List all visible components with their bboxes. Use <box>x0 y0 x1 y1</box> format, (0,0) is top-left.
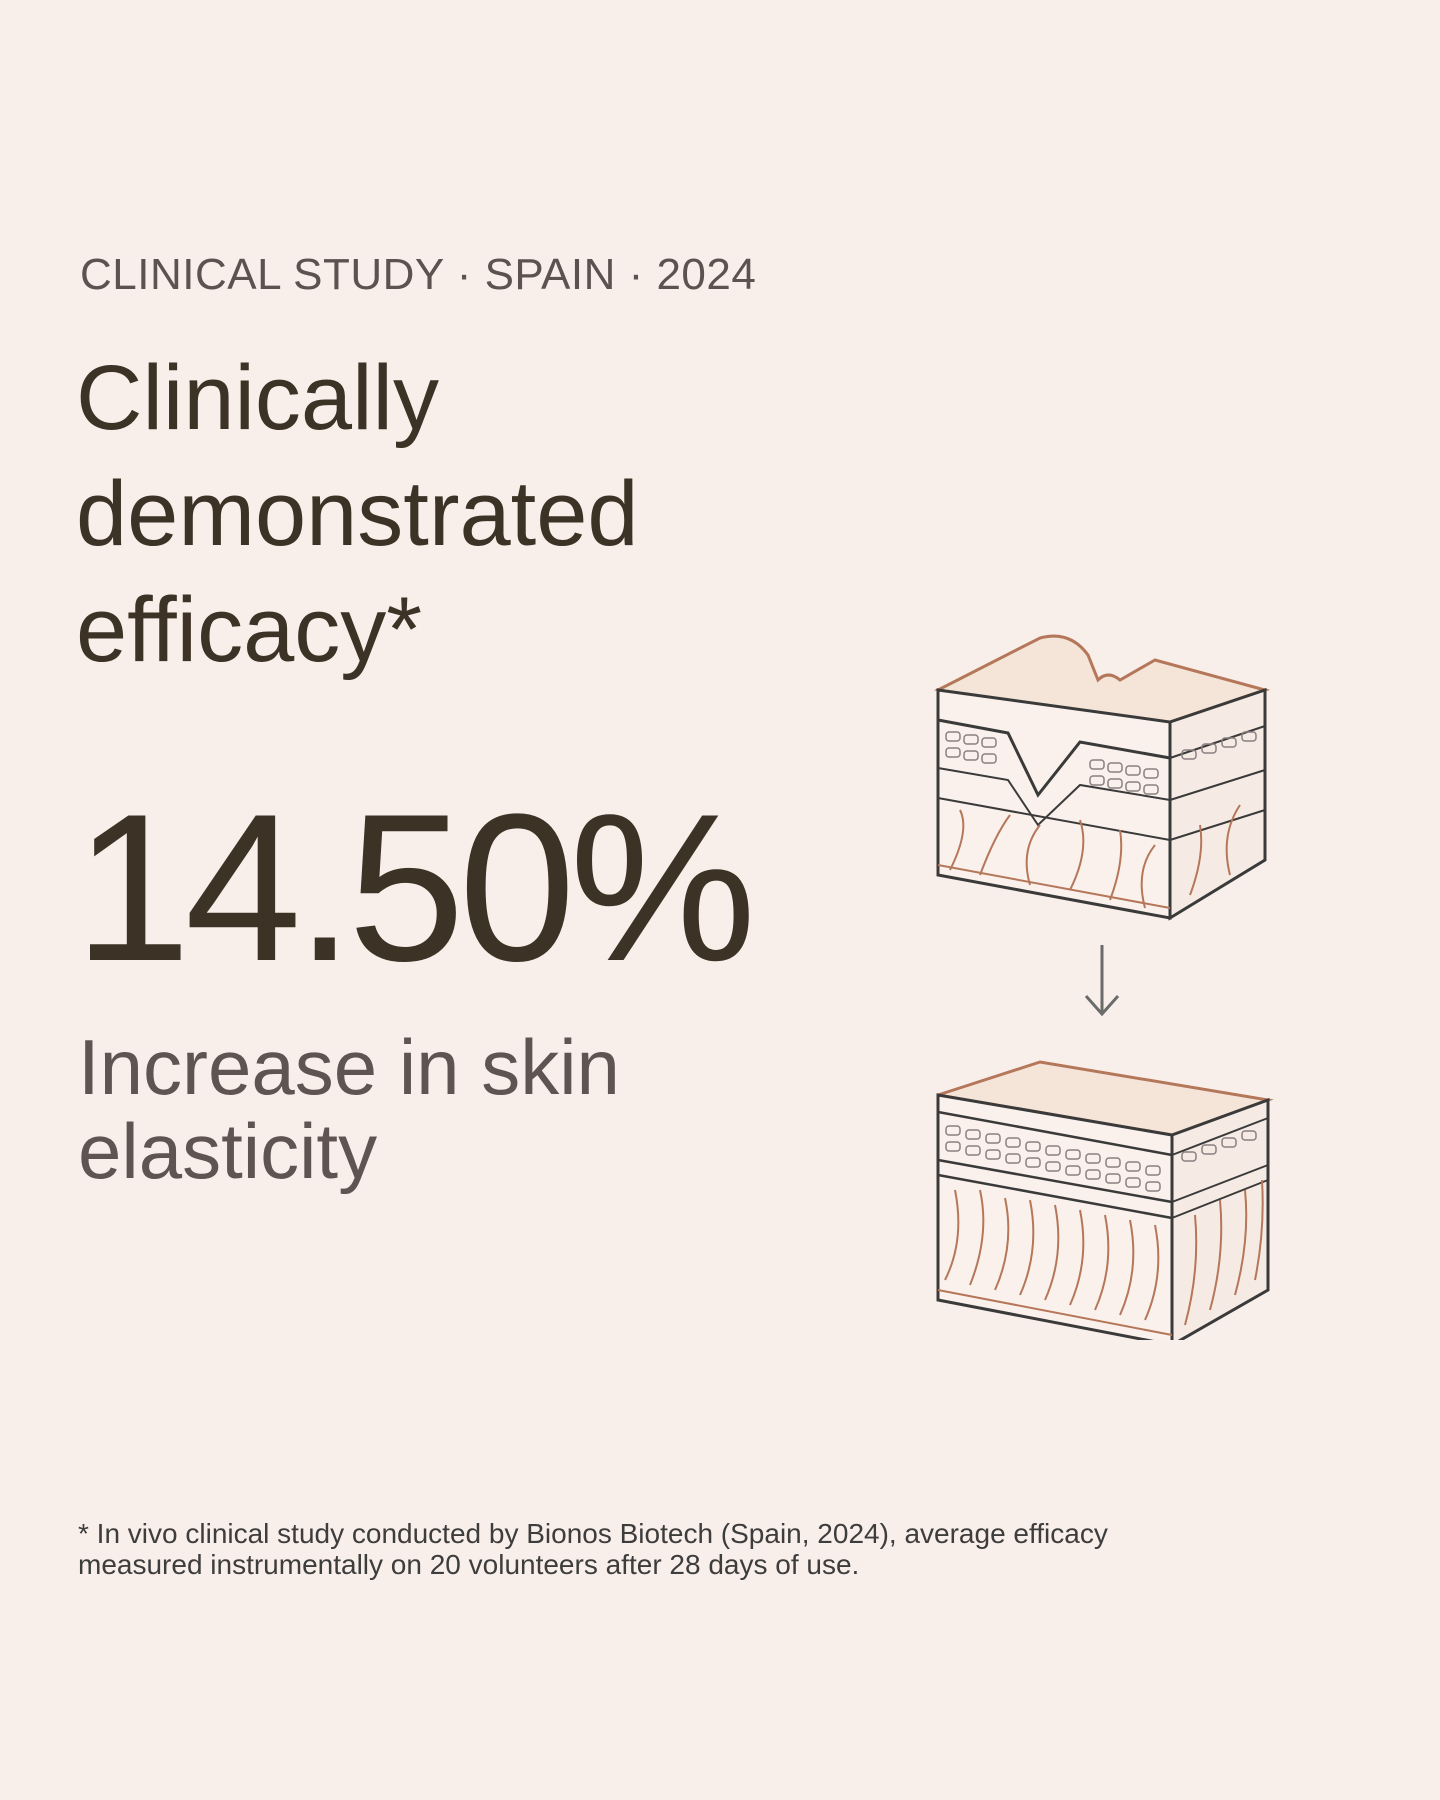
smooth-skin-cross-section-icon <box>936 1060 1274 1340</box>
footnote-line-2: measured instrumentally on 20 volunteers… <box>78 1549 860 1580</box>
headline-line-1: Clinically <box>76 347 439 449</box>
skin-illustration <box>934 634 1274 1340</box>
headline-line-3: efficacy* <box>76 579 423 681</box>
arrow-down-icon <box>1084 945 1120 1017</box>
study-eyebrow: CLINICAL STUDY · SPAIN · 2024 <box>80 250 757 299</box>
wrinkled-skin-cross-section-icon <box>934 634 1271 921</box>
headline-line-2: demonstrated <box>76 463 639 565</box>
footnote-line-1: * In vivo clinical study conducted by Bi… <box>78 1518 1108 1549</box>
stat-label-line-2: elasticity <box>78 1107 378 1195</box>
headline: Clinically demonstrated efficacy* <box>76 340 796 688</box>
stat-value: 14.50% <box>74 770 756 1005</box>
stat-label: Increase in skin elasticity <box>78 1025 718 1193</box>
footnote: * In vivo clinical study conducted by Bi… <box>78 1518 1338 1580</box>
stat-label-line-1: Increase in skin <box>78 1023 620 1111</box>
